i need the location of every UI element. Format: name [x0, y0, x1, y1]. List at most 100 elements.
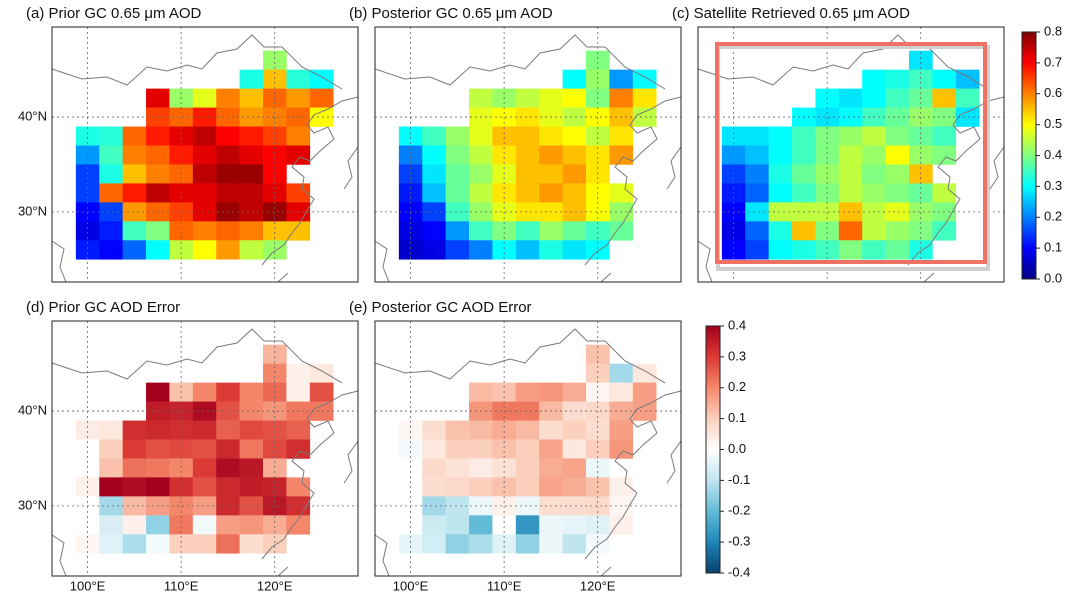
- grid-cell: [492, 458, 517, 478]
- grid-cell: [885, 202, 910, 222]
- grid-cell: [99, 496, 123, 516]
- grid-cell: [562, 363, 587, 383]
- grid-cell: [469, 221, 493, 241]
- grid-cell: [169, 164, 194, 184]
- grid-cell: [539, 240, 563, 260]
- grid-cell: [263, 164, 287, 184]
- grid-cell: [515, 88, 540, 108]
- grid-cell: [99, 126, 123, 146]
- grid-cell: [515, 477, 540, 497]
- grid-cell: [562, 515, 587, 535]
- y-tick-label: 30°N: [18, 203, 47, 218]
- grid-cell: [99, 534, 123, 554]
- grid-cell: [586, 458, 610, 478]
- grid-cell: [862, 69, 886, 89]
- grid-cell: [169, 145, 194, 165]
- colorbar-label: 0.0: [728, 441, 746, 456]
- grid-cell: [838, 240, 863, 260]
- highlight-box: [715, 42, 987, 264]
- grid-cell: [632, 107, 657, 127]
- grid-cell: [309, 88, 334, 108]
- grid-cell: [586, 145, 610, 165]
- grid-cell: [239, 145, 264, 165]
- colorbar: [1021, 31, 1037, 280]
- grid-cell: [539, 221, 563, 241]
- panel-frame: [697, 26, 1005, 283]
- grid-cell: [422, 515, 446, 535]
- grid-cell: [398, 534, 423, 554]
- grid-cell: [445, 164, 470, 184]
- grid-cell: [562, 164, 587, 184]
- grid-cell: [792, 145, 816, 165]
- grid-cell: [909, 145, 933, 165]
- grid-cell: [586, 164, 610, 184]
- grid-cell: [469, 145, 493, 165]
- grid-cell: [309, 69, 334, 89]
- map-panel: 30°N 40°N (a) Prior GC 0.65 μm AOD: [18, 5, 359, 283]
- grid-cell: [286, 420, 311, 440]
- grid-cell: [609, 221, 634, 241]
- grid-cell: [469, 534, 493, 554]
- grid-cell: [562, 240, 587, 260]
- grid-cell: [909, 69, 933, 89]
- coastline: [51, 328, 359, 577]
- grid-cell: [309, 382, 334, 402]
- colorbar-label: 0.7: [1044, 54, 1062, 69]
- grid-cell: [239, 126, 264, 146]
- grid-cell: [146, 534, 170, 554]
- grid-cell: [398, 221, 423, 241]
- panel-title: (b) Posterior GC 0.65 μm AOD: [349, 5, 553, 22]
- grid-cell: [216, 382, 240, 402]
- grid-cell: [99, 145, 123, 165]
- grid-cell: [422, 240, 446, 260]
- grid-cell: [838, 164, 863, 184]
- grid-cell: [586, 69, 610, 89]
- grid-cell: [422, 126, 446, 146]
- grid-cell: [146, 477, 170, 497]
- grid-cell: [122, 515, 147, 535]
- grid-cell: [122, 202, 147, 222]
- grid-cell: [539, 458, 563, 478]
- grid-cell: [122, 145, 147, 165]
- x-tick-label: 110°E: [487, 578, 522, 593]
- grid-cell: [192, 240, 217, 260]
- grid-cell: [286, 126, 311, 146]
- colorbar-label: 0.1: [1044, 240, 1062, 255]
- grid-cell: [539, 145, 563, 165]
- grid-cell: [515, 145, 540, 165]
- grid-cell: [909, 50, 933, 70]
- grid-cell: [75, 515, 100, 535]
- grid-cell: [263, 240, 287, 260]
- grid-cell: [862, 126, 886, 146]
- grid-cell: [745, 221, 769, 241]
- map-panel: 100°E 110°E 120°E (e) Posterior GC AOD Erro…: [349, 299, 750, 593]
- grid-cell: [99, 221, 123, 241]
- grid-cell: [445, 202, 470, 222]
- grid-cell: [885, 126, 910, 146]
- colorbar-label: 0.2: [1044, 209, 1062, 224]
- grid-cell: [862, 145, 886, 165]
- grid-cell: [609, 420, 634, 440]
- grid-cell: [216, 477, 240, 497]
- grid-cell: [632, 88, 657, 108]
- grid-cell: [146, 515, 170, 535]
- grid-cell: [745, 183, 769, 203]
- grid-cell: [445, 515, 470, 535]
- grid-cell: [469, 439, 493, 459]
- grid-cell: [239, 221, 264, 241]
- grid-cell: [539, 164, 563, 184]
- colorbar-label: 0.3: [728, 348, 746, 363]
- colorbar-label: -0.2: [728, 503, 750, 518]
- grid-cell: [586, 221, 610, 241]
- grid-cell: [909, 240, 933, 260]
- grid-cell: [469, 420, 493, 440]
- grid-cell: [792, 221, 816, 241]
- grid-cell: [192, 126, 217, 146]
- grid-cell: [239, 363, 264, 383]
- x-tick-label: 100°E: [70, 578, 106, 593]
- colorbar: [705, 325, 721, 574]
- grid-cell: [422, 202, 446, 222]
- grid-cell: [169, 221, 194, 241]
- grid-cell: [632, 69, 657, 89]
